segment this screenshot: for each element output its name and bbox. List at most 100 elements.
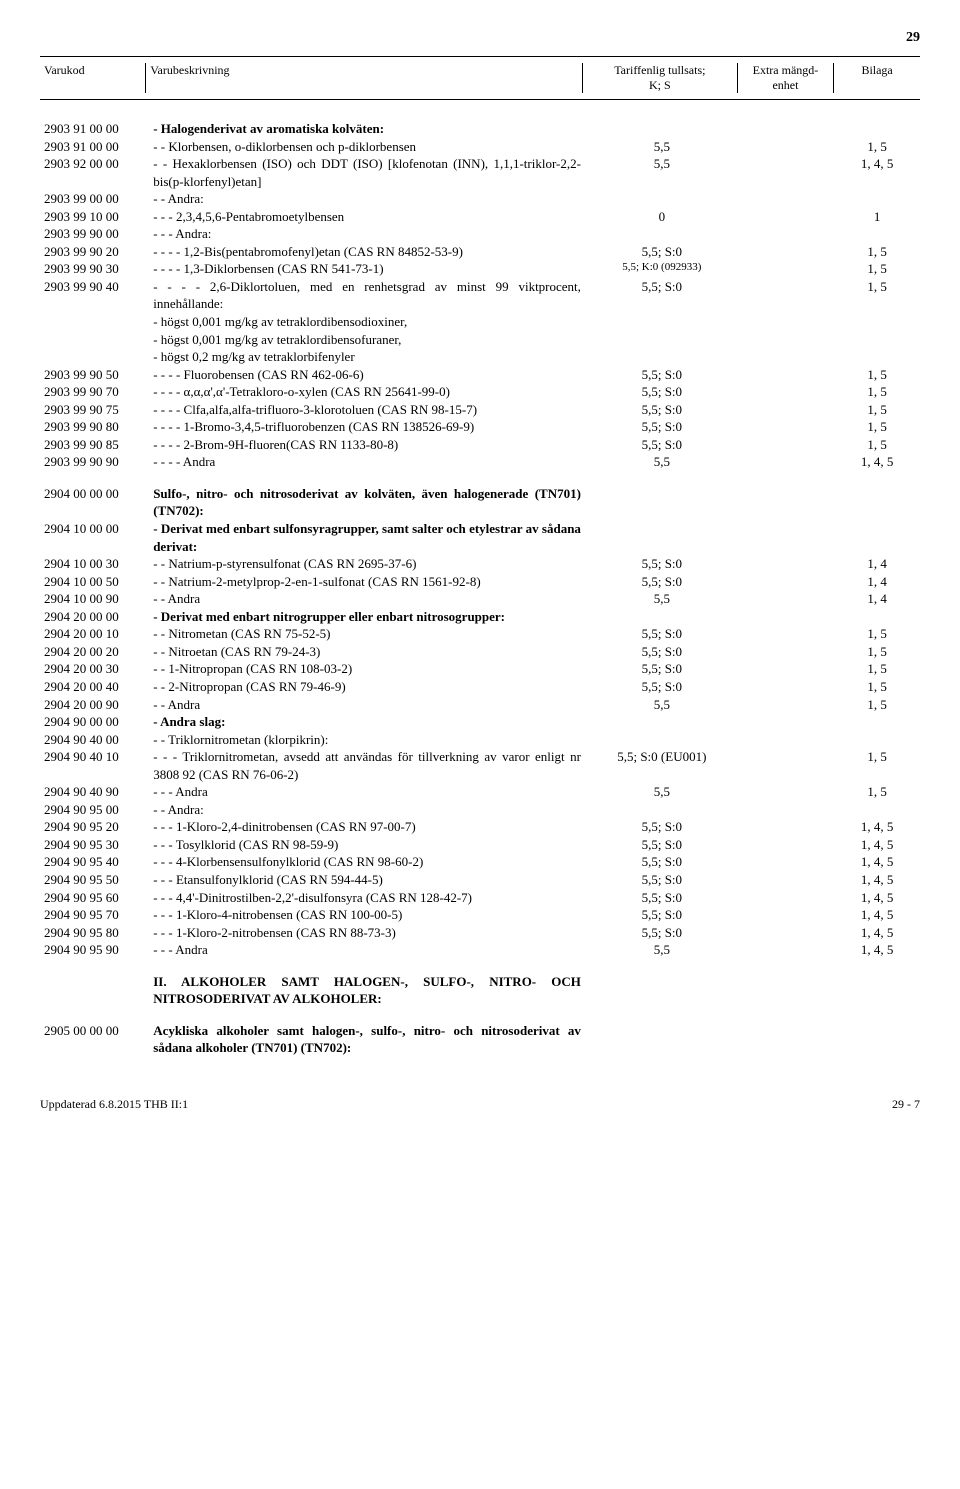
- cell-tariff: 5,5; S:0: [585, 818, 739, 836]
- table-row: 2904 20 00 00- Derivat med enbart nitrog…: [40, 608, 920, 626]
- cell-annex: [834, 608, 920, 626]
- cell-extra: [739, 713, 834, 731]
- cell-desc: Sulfo-, nitro- och nitrosoderivat av kol…: [145, 485, 585, 520]
- table-row: 2905 00 00 00Acykliska alkoholer samt ha…: [40, 1022, 920, 1057]
- cell-extra: [739, 853, 834, 871]
- cell-tariff: [585, 520, 739, 555]
- cell-annex: 1, 5: [834, 660, 920, 678]
- cell-code: 2903 91 00 00: [40, 138, 145, 156]
- cell-code: 2904 20 00 40: [40, 678, 145, 696]
- cell-tariff: 5,5; S:0: [585, 278, 739, 366]
- cell-extra: [739, 120, 834, 138]
- cell-extra: [739, 660, 834, 678]
- cell-tariff: [585, 608, 739, 626]
- table-row: II. ALKOHOLER SAMT HALOGEN-, SULFO-, NIT…: [40, 973, 920, 1008]
- cell-desc: - - 2-Nitropropan (CAS RN 79-46-9): [145, 678, 585, 696]
- cell-code: 2904 90 40 00: [40, 731, 145, 749]
- cell-desc: - Halogenderivat av aromatiska kolväten:: [145, 120, 585, 138]
- cell-tariff: [585, 120, 739, 138]
- table-row: 2904 10 00 30- - Natrium-p-styrensulfona…: [40, 555, 920, 573]
- cell-code: 2904 10 00 50: [40, 573, 145, 591]
- cell-desc: - - Andra: [145, 590, 585, 608]
- cell-extra: [739, 208, 834, 226]
- cell-tariff: 5,5; S:0: [585, 418, 739, 436]
- cell-annex: 1, 4, 5: [834, 818, 920, 836]
- cell-annex: 1, 4, 5: [834, 836, 920, 854]
- cell-annex: 1, 4, 5: [834, 889, 920, 907]
- cell-extra: [739, 418, 834, 436]
- table-row: 2903 99 10 00- - - 2,3,4,5,6-Pentabromoe…: [40, 208, 920, 226]
- table-row: 2904 20 00 90- - Andra5,51, 5: [40, 696, 920, 714]
- cell-code: 2904 20 00 90: [40, 696, 145, 714]
- cell-tariff: 5,5; S:0: [585, 243, 739, 261]
- cell-annex: [834, 801, 920, 819]
- cell-tariff: 5,5; S:0: [585, 436, 739, 454]
- cell-tariff: 5,5: [585, 138, 739, 156]
- cell-tariff: 5,5; S:0: [585, 383, 739, 401]
- table-row: 2904 20 00 30- - 1-Nitropropan (CAS RN 1…: [40, 660, 920, 678]
- cell-code: 2904 90 95 40: [40, 853, 145, 871]
- cell-code: 2904 90 40 90: [40, 783, 145, 801]
- table-row: 2904 90 95 30- - - Tosylklorid (CAS RN 9…: [40, 836, 920, 854]
- table-row: 2903 91 00 00- - Klorbensen, o-diklorben…: [40, 138, 920, 156]
- cell-code: 2903 99 90 85: [40, 436, 145, 454]
- cell-desc: - Andra slag:: [145, 713, 585, 731]
- cell-annex: 1, 4, 5: [834, 941, 920, 959]
- cell-annex: [834, 225, 920, 243]
- cell-desc: - - - Tosylklorid (CAS RN 98-59-9): [145, 836, 585, 854]
- cell-annex: [834, 973, 920, 1008]
- cell-tariff: 5,5; K:0 (092933): [585, 260, 739, 278]
- cell-extra: [739, 243, 834, 261]
- cell-extra: [739, 383, 834, 401]
- cell-code: 2904 90 95 30: [40, 836, 145, 854]
- cell-extra: [739, 401, 834, 419]
- cell-code: 2904 90 95 00: [40, 801, 145, 819]
- cell-tariff: 5,5; S:0: [585, 401, 739, 419]
- cell-tariff: 5,5: [585, 453, 739, 471]
- page-top-number: 29: [40, 30, 920, 46]
- cell-extra: [739, 836, 834, 854]
- cell-annex: [834, 731, 920, 749]
- table-row: 2903 99 90 70- - - - α,α,α',α'-Tetraklor…: [40, 383, 920, 401]
- table-row: 2904 90 40 90- - - Andra5,51, 5: [40, 783, 920, 801]
- table-row: 2904 10 00 90- - Andra5,51, 4: [40, 590, 920, 608]
- cell-tariff: 5,5; S:0: [585, 836, 739, 854]
- cell-code: 2903 99 90 80: [40, 418, 145, 436]
- cell-desc: - - - 4-Klorbensensulfonylklorid (CAS RN…: [145, 853, 585, 871]
- cell-extra: [739, 696, 834, 714]
- cell-tariff: 5,5; S:0: [585, 853, 739, 871]
- cell-annex: 1, 5: [834, 138, 920, 156]
- cell-code: 2903 99 10 00: [40, 208, 145, 226]
- cell-desc: - - - Etansulfonylklorid (CAS RN 594-44-…: [145, 871, 585, 889]
- cell-annex: 1, 5: [834, 278, 920, 366]
- cell-extra: [739, 608, 834, 626]
- cell-extra: [739, 906, 834, 924]
- table-row: 2903 99 90 75- - - - Clfa,alfa,alfa-trif…: [40, 401, 920, 419]
- table-row: 2903 99 90 90- - - - Andra5,51, 4, 5: [40, 453, 920, 471]
- table-row: 2903 99 90 40- - - - 2,6-Diklortoluen, m…: [40, 278, 920, 366]
- header-tariff: Tariffenlig tullsats; K; S: [583, 63, 738, 93]
- cell-annex: 1, 4: [834, 555, 920, 573]
- table-row: 2904 90 95 60- - - 4,4'-Dinitrostilben-2…: [40, 889, 920, 907]
- cell-extra: [739, 748, 834, 783]
- cell-tariff: 5,5: [585, 783, 739, 801]
- table-row: 2904 90 95 40- - - 4-Klorbensensulfonylk…: [40, 853, 920, 871]
- cell-extra: [739, 924, 834, 942]
- cell-code: 2904 90 95 50: [40, 871, 145, 889]
- cell-code: 2904 90 95 70: [40, 906, 145, 924]
- cell-desc: - - - - 1,2-Bis(pentabromofenyl)etan (CA…: [145, 243, 585, 261]
- table-row: 2904 00 00 00Sulfo-, nitro- och nitrosod…: [40, 485, 920, 520]
- cell-annex: [834, 485, 920, 520]
- cell-desc: - - Natrium-p-styrensulfonat (CAS RN 269…: [145, 555, 585, 573]
- cell-annex: 1, 5: [834, 366, 920, 384]
- cell-annex: 1, 4, 5: [834, 906, 920, 924]
- cell-annex: 1, 4, 5: [834, 155, 920, 190]
- cell-annex: 1, 4, 5: [834, 853, 920, 871]
- cell-desc: - - - 1-Kloro-4-nitrobensen (CAS RN 100-…: [145, 906, 585, 924]
- cell-desc: - - - - 2,6-Diklortoluen, med en renhets…: [145, 278, 585, 366]
- cell-extra: [739, 801, 834, 819]
- cell-code: 2904 90 95 90: [40, 941, 145, 959]
- cell-desc: - Derivat med enbart sulfonsyragrupper, …: [145, 520, 585, 555]
- cell-extra: [739, 485, 834, 520]
- cell-extra: [739, 941, 834, 959]
